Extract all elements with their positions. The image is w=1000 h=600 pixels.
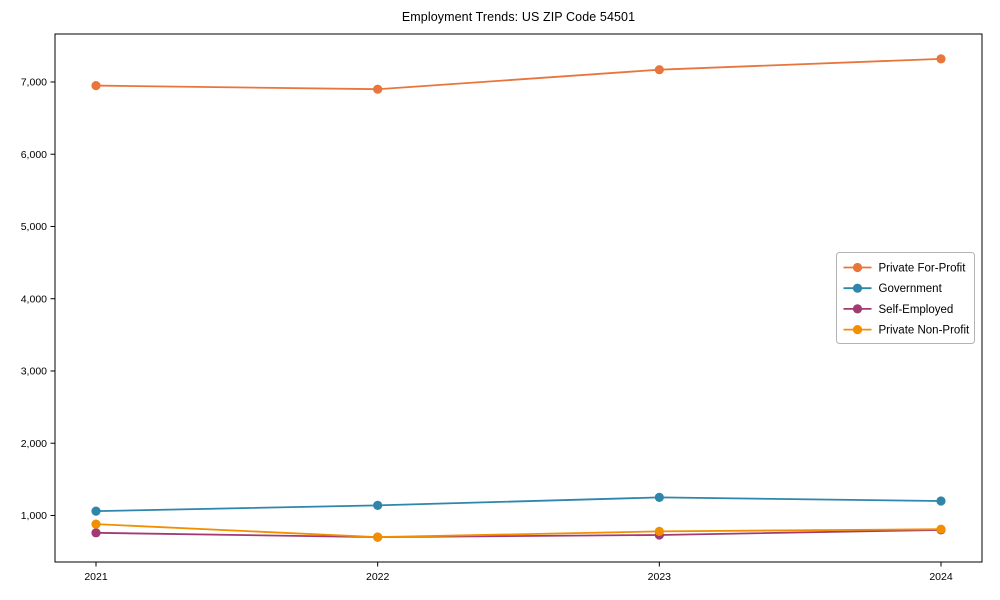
data-point-marker bbox=[654, 492, 664, 503]
data-point-marker bbox=[91, 80, 101, 91]
y-axis-tick-label: 6,000 bbox=[21, 149, 47, 161]
legend-box bbox=[836, 252, 975, 344]
legend-marker bbox=[852, 304, 863, 314]
x-axis-tick-label: 2024 bbox=[929, 571, 953, 583]
series-line-government bbox=[95, 496, 942, 513]
legend-marker bbox=[852, 262, 863, 273]
legend-marker bbox=[852, 283, 863, 293]
series-line-private-for-profit bbox=[95, 57, 942, 91]
data-point-marker bbox=[654, 65, 664, 75]
legend-label: Government bbox=[879, 283, 943, 295]
series-line-self-employed bbox=[95, 529, 942, 539]
chart-title: Employment Trends: US ZIP Code 54501 bbox=[401, 10, 636, 24]
data-point-marker bbox=[91, 506, 101, 516]
legend-label: Private Non-Profit bbox=[879, 325, 971, 337]
legend-label: Self-Employed bbox=[879, 304, 954, 316]
data-point-marker bbox=[936, 54, 946, 64]
y-axis-tick-label: 7,000 bbox=[21, 77, 47, 89]
x-axis-tick-label: 2023 bbox=[648, 571, 672, 583]
series-line-private-non-profit bbox=[95, 523, 942, 539]
y-axis-tick-label: 5,000 bbox=[21, 221, 47, 233]
legend-marker bbox=[852, 325, 863, 335]
data-point-marker bbox=[936, 524, 946, 534]
x-axis-tick-label: 2021 bbox=[84, 571, 108, 583]
data-point-marker bbox=[373, 500, 383, 510]
y-axis-tick-label: 4,000 bbox=[21, 293, 47, 305]
plot-area-border bbox=[54, 33, 983, 563]
data-point-marker bbox=[936, 496, 946, 506]
x-axis-tick-label: 2022 bbox=[366, 571, 390, 583]
data-point-marker bbox=[373, 532, 383, 542]
y-axis-tick-label: 2,000 bbox=[21, 438, 47, 450]
data-point-marker bbox=[654, 526, 664, 536]
data-point-marker bbox=[91, 528, 101, 538]
y-axis-tick-label: 1,000 bbox=[21, 510, 47, 522]
data-point-marker bbox=[373, 84, 383, 94]
y-axis-tick-label: 3,000 bbox=[21, 366, 47, 378]
data-point-marker bbox=[91, 519, 101, 529]
legend-label: Private For-Profit bbox=[879, 263, 967, 275]
